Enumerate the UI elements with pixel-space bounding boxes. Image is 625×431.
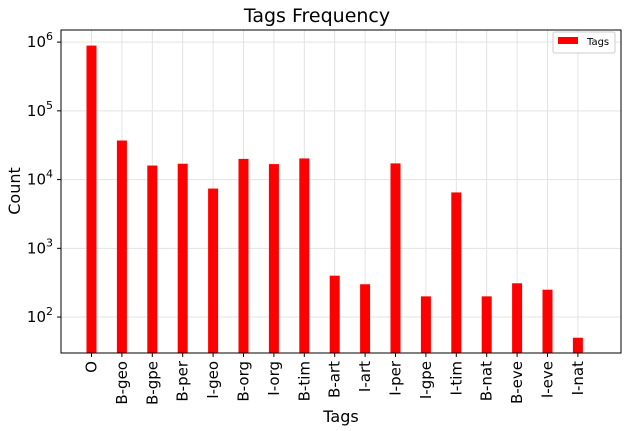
bar-i-eve — [542, 289, 553, 353]
bar-b-eve — [512, 283, 523, 353]
x-tick-label: I-gpe — [417, 361, 435, 399]
x-tick-label: I-per — [387, 360, 405, 396]
x-tick-label: B-tim — [295, 361, 313, 401]
bar-b-org — [238, 158, 249, 353]
bar-b-per — [177, 163, 188, 353]
chart-title: Tags Frequency — [243, 5, 390, 27]
x-tick-label: O — [83, 361, 101, 373]
grid-lines — [61, 30, 621, 353]
x-tick-label: B-org — [235, 361, 253, 402]
y-tick-label: 102 — [27, 305, 53, 326]
legend-label: Tags — [586, 37, 609, 48]
bar-b-nat — [481, 296, 492, 353]
bars — [86, 45, 583, 353]
y-tick-base: 10 — [27, 239, 46, 257]
x-tick-label: I-nat — [569, 361, 587, 396]
y-tick-base: 10 — [27, 33, 46, 51]
x-tick-label: I-org — [265, 361, 283, 396]
x-tick-label: B-geo — [113, 361, 131, 405]
bar-i-tim — [451, 192, 462, 353]
bar-b-tim — [299, 158, 310, 353]
bar-b-geo — [116, 140, 127, 353]
x-tick-label: I-art — [356, 361, 374, 392]
y-tick-base: 10 — [27, 102, 46, 120]
bar-i-nat — [572, 337, 583, 353]
y-tick-label: 106 — [27, 30, 53, 51]
bar-i-art — [360, 284, 371, 353]
y-tick-base: 10 — [27, 171, 46, 189]
x-tick-label: B-nat — [478, 361, 496, 401]
x-tick-label: B-art — [326, 361, 344, 398]
y-tick-label: 104 — [27, 168, 53, 189]
x-tick-label: B-per — [174, 360, 192, 401]
x-axis-label: Tags — [322, 407, 358, 426]
bar-i-per — [390, 163, 401, 353]
x-axis-ticks: O B-geo B-gpe B-per I-geo B-org I-org B-tim B-ar… — [83, 353, 587, 405]
bar-b-art — [329, 275, 340, 353]
x-tick-label: B-eve — [508, 361, 526, 404]
bar-i-geo — [208, 188, 219, 353]
plot-frame — [60, 29, 622, 354]
y-tick-exponent: 4 — [46, 168, 53, 181]
legend: Tags — [552, 31, 616, 54]
y-tick-exponent: 3 — [46, 236, 53, 249]
bar-b-gpe — [147, 165, 158, 353]
legend-swatch — [558, 37, 578, 44]
bar-i-org — [268, 164, 279, 353]
bar-o — [86, 45, 97, 353]
y-tick-base: 10 — [27, 308, 46, 326]
x-tick-label: I-tim — [447, 361, 465, 396]
bar-i-gpe — [420, 296, 431, 353]
x-tick-label: B-gpe — [143, 361, 161, 405]
y-tick-label: 103 — [27, 236, 53, 257]
y-axis-label: Count — [5, 167, 24, 215]
y-tick-exponent: 2 — [46, 305, 53, 318]
x-tick-label: I-eve — [539, 361, 557, 398]
y-tick-label: 105 — [27, 99, 53, 120]
y-tick-exponent: 5 — [46, 99, 53, 112]
x-tick-label: I-geo — [204, 361, 222, 399]
y-tick-exponent: 6 — [46, 30, 53, 43]
